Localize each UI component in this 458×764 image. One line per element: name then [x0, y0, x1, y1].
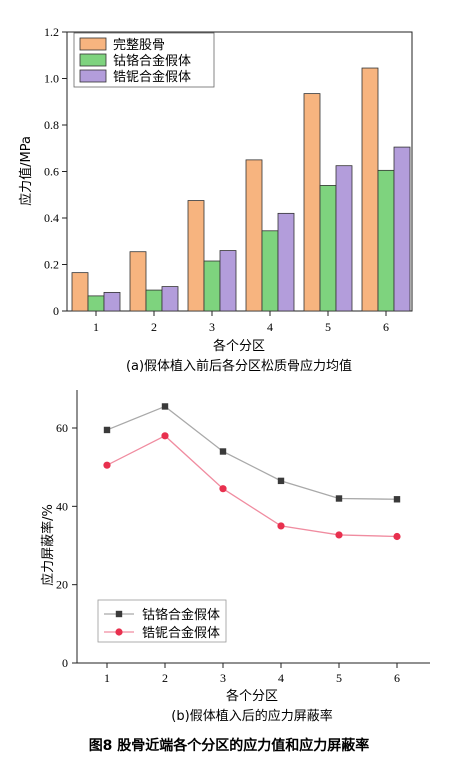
data-point-series-1	[393, 496, 401, 503]
bar-series-2-cat-1	[87, 295, 105, 312]
data-point-series-1	[219, 448, 227, 455]
x-tick-label: 4	[278, 671, 284, 685]
data-point-series-2	[393, 532, 401, 541]
x-tick-label: 4	[267, 320, 273, 334]
data-point-series-2	[103, 461, 111, 469]
data-point-series-2	[161, 432, 169, 440]
bar-series-1-cat-4	[245, 159, 263, 312]
bar-series-3-cat-3	[219, 250, 237, 312]
data-point-series-1	[161, 403, 169, 410]
bar-series-2-cat-5	[319, 185, 337, 312]
x-tick-label: 5	[336, 671, 342, 685]
legend-swatch	[79, 69, 107, 83]
data-point-series-1	[335, 495, 343, 502]
y-tick-label: 0.2	[44, 258, 59, 272]
bar-series-2-cat-2	[145, 289, 163, 312]
figure-caption: 图8 股骨近端各个分区的应力值和应力屏蔽率	[89, 737, 370, 754]
legend-swatch	[79, 53, 107, 67]
line-chart: 0 20 40 60 1 2 3 4 5 6 应力屏蔽率/% 各个分区 (b)假体植入后的应力屏…	[40, 390, 430, 724]
series-line-2	[106, 435, 398, 538]
x-tick-label: 3	[220, 671, 226, 685]
data-point-series-2	[219, 485, 227, 493]
bar-series-3-cat-4	[277, 212, 295, 312]
y-tick-label: 20	[56, 578, 68, 592]
bar-series-2-cat-4	[261, 230, 279, 312]
y-tick-label: 0.4	[44, 211, 59, 225]
y-tick-label: 60	[56, 421, 68, 435]
series-line-1	[106, 405, 398, 500]
x-tick-label: 1	[93, 320, 99, 334]
bar-series-1-cat-1	[71, 272, 89, 312]
legend-label: 锆铌合金假体	[113, 69, 191, 85]
y-tick-label: 40	[56, 499, 68, 513]
legend-marker	[115, 628, 123, 636]
x-tick-label: 2	[162, 671, 168, 685]
x-tick-label: 6	[394, 671, 400, 685]
y-tick-label: 1.2	[44, 25, 59, 39]
bar-series-1-cat-6	[361, 67, 379, 312]
bar-series-3-cat-2	[161, 286, 179, 312]
bar-series-1-cat-2	[129, 251, 147, 312]
data-point-series-2	[277, 522, 285, 530]
legend-label: 钴铬合金假体	[142, 607, 220, 623]
line-chart-caption: (b)假体植入后的应力屏蔽率	[171, 708, 332, 724]
data-point-series-1	[277, 477, 285, 485]
y-tick-label: 0	[53, 304, 59, 318]
bar-series-3-cat-1	[103, 291, 121, 312]
bar-chart-caption: (a)假体植入前后各分区松质骨应力均值	[126, 358, 352, 374]
line-chart-xlabel: 各个分区	[226, 688, 278, 704]
legend-swatch	[79, 37, 107, 51]
legend-marker	[115, 610, 123, 618]
bar-series-2-cat-3	[203, 260, 221, 312]
bar-series-3-cat-5	[335, 165, 353, 312]
y-tick-label: 0.6	[44, 165, 59, 179]
legend-label: 锆铌合金假体	[142, 625, 220, 641]
bar-series-1-cat-5	[303, 93, 321, 312]
x-tick-label: 5	[325, 320, 331, 334]
data-point-series-1	[103, 426, 111, 434]
bar-chart-ylabel: 应力值/MPa	[18, 136, 34, 206]
data-point-series-2	[335, 531, 343, 539]
bar-chart-xlabel: 各个分区	[213, 338, 265, 354]
y-tick-label: 1.0	[44, 72, 59, 86]
x-tick-label: 1	[104, 671, 110, 685]
x-tick-label: 6	[383, 320, 389, 334]
x-tick-label: 3	[209, 320, 215, 334]
legend-label: 钴铬合金假体	[113, 53, 191, 69]
bar-series-3-cat-6	[393, 146, 411, 312]
y-tick-label: 0.8	[44, 118, 59, 132]
y-tick-label: 0	[62, 656, 68, 670]
line-chart-ylabel: 应力屏蔽率/%	[40, 504, 56, 586]
legend-label: 完整股骨	[113, 38, 165, 53]
bar-series-2-cat-6	[377, 169, 395, 312]
bar-series-1-cat-3	[187, 200, 205, 312]
x-tick-label: 2	[151, 320, 157, 334]
